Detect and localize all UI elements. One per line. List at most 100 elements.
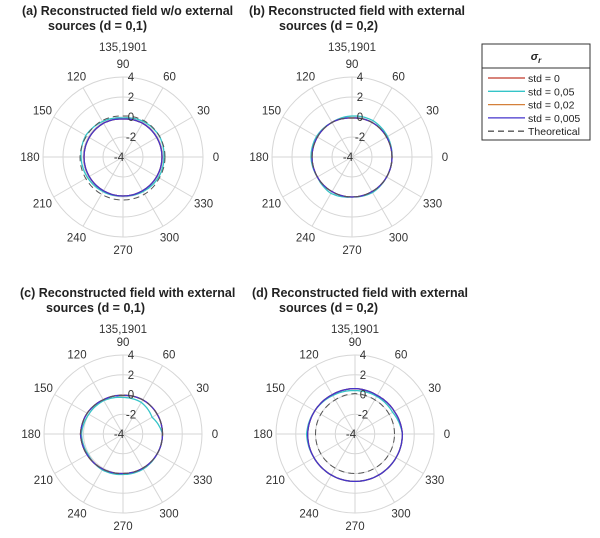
series-line-std-0-05 [80, 117, 165, 197]
polar-plot-c: (c) Reconstructed field with externalsou… [20, 286, 235, 533]
theta-tick-label: 330 [194, 199, 213, 211]
r-tick-label: -2 [126, 132, 136, 144]
r-tick-label: -4 [343, 152, 354, 164]
plot-title-line2: sources (d = 0,1) [46, 301, 145, 315]
r-tick-label: -2 [358, 409, 368, 421]
r-tick-label: 2 [128, 370, 134, 382]
r-tick-label: -2 [355, 132, 365, 144]
theta-tick-label: 30 [196, 383, 209, 395]
theta-tick-label: 60 [163, 349, 176, 361]
theta-tick-label: 90 [117, 337, 130, 349]
theta-tick-label: 210 [266, 475, 285, 487]
theta-tick-label: 270 [113, 245, 132, 257]
series-line-std-0-005 [83, 118, 163, 197]
theta-tick-label: 330 [193, 475, 212, 487]
theta-tick-label: 240 [296, 233, 315, 245]
theta-tick-label: 180 [249, 152, 268, 164]
legend-label: std = 0 [528, 73, 560, 85]
theta-tick-label: 150 [33, 106, 52, 118]
theta-tick-label: 300 [391, 509, 410, 521]
theta-tick-label: 270 [113, 521, 132, 533]
grid-spoke [354, 433, 395, 503]
theta-tick-label: 270 [342, 245, 361, 257]
plot-subtitle: 135,1901 [331, 324, 379, 336]
r-tick-label: 4 [128, 350, 135, 362]
plot-title-line2: sources (d = 0,2) [279, 19, 378, 33]
plot-title-line2: sources (d = 0,1) [48, 19, 147, 33]
theta-tick-label: 60 [163, 71, 176, 83]
r-tick-label: 2 [128, 92, 134, 104]
grid-spoke [122, 87, 164, 158]
r-tick-label: 0 [357, 112, 363, 124]
series-line-std-0-05 [80, 396, 164, 476]
legend-label: std = 0,02 [528, 100, 575, 112]
theta-tick-label: 180 [253, 429, 272, 441]
legend-label: std = 0,05 [528, 86, 575, 98]
plot-title-line2: sources (d = 0,2) [279, 301, 378, 315]
theta-tick-label: 90 [349, 337, 362, 349]
theta-tick-label: 120 [299, 349, 318, 361]
theta-tick-label: 90 [346, 59, 359, 71]
theta-tick-label: 30 [197, 106, 210, 118]
r-tick-label: -2 [126, 409, 136, 421]
grid-spoke [53, 116, 124, 158]
theta-tick-label: 300 [160, 233, 179, 245]
grid-spoke [122, 156, 193, 198]
r-tick-label: 2 [357, 92, 363, 104]
polar-plot-b: (b) Reconstructed field with externalsou… [249, 4, 465, 257]
r-tick-label: -4 [114, 429, 125, 441]
theta-tick-label: 150 [266, 383, 285, 395]
theta-tick-label: 0 [442, 152, 448, 164]
plot-title-line1: (c) Reconstructed field with external [20, 286, 235, 300]
theta-tick-label: 120 [67, 71, 86, 83]
r-tick-label: 0 [128, 112, 134, 124]
r-tick-label: 0 [360, 390, 366, 402]
theta-tick-label: 150 [34, 383, 53, 395]
theta-tick-label: 330 [425, 475, 444, 487]
theta-tick-label: 60 [395, 349, 408, 361]
polar-plot-a: (a) Reconstructed field w/o externalsour… [20, 4, 233, 257]
theta-tick-label: 60 [392, 71, 405, 83]
legend-label: std = 0,005 [528, 113, 580, 125]
grid-spoke [315, 433, 356, 503]
r-tick-label: 2 [360, 370, 366, 382]
r-tick-label: -4 [114, 152, 125, 164]
theta-tick-label: 30 [426, 106, 439, 118]
plot-title-line1: (d) Reconstructed field with external [252, 286, 468, 300]
grid-spoke [82, 87, 124, 158]
r-tick-label: 4 [357, 72, 364, 84]
theta-tick-label: 150 [262, 106, 281, 118]
theta-tick-label: 120 [296, 71, 315, 83]
r-tick-label: 4 [128, 72, 135, 84]
theta-tick-label: 300 [159, 509, 178, 521]
polar-plot-d: (d) Reconstructed field with externalsou… [252, 286, 468, 533]
plot-subtitle: 135,1901 [328, 42, 376, 54]
plot-subtitle: 135,1901 [99, 42, 147, 54]
r-tick-label: 4 [360, 350, 367, 362]
grid-spoke [54, 433, 124, 474]
grid-spoke [83, 433, 124, 503]
theta-tick-label: 180 [20, 152, 39, 164]
series-line-theoretical [79, 394, 163, 474]
grid-spoke [53, 156, 124, 198]
plot-subtitle: 135,1901 [99, 324, 147, 336]
r-tick-label: 0 [128, 390, 134, 402]
grid-spoke [354, 433, 424, 474]
theta-tick-label: 210 [34, 475, 53, 487]
plot-title-line1: (a) Reconstructed field w/o external [22, 4, 233, 18]
legend-title: σr [531, 51, 542, 65]
series-line-std-0-05 [310, 115, 393, 198]
grid-spoke [122, 116, 193, 158]
theta-tick-label: 210 [33, 199, 52, 211]
theta-tick-label: 210 [262, 199, 281, 211]
theta-tick-label: 120 [67, 349, 86, 361]
series-line-theoretical [311, 117, 393, 198]
theta-tick-label: 300 [389, 233, 408, 245]
theta-tick-label: 0 [444, 429, 450, 441]
theta-tick-label: 180 [21, 429, 40, 441]
theta-tick-label: 30 [428, 383, 441, 395]
theta-tick-label: 240 [299, 509, 318, 521]
plot-title-line1: (b) Reconstructed field with external [249, 4, 465, 18]
